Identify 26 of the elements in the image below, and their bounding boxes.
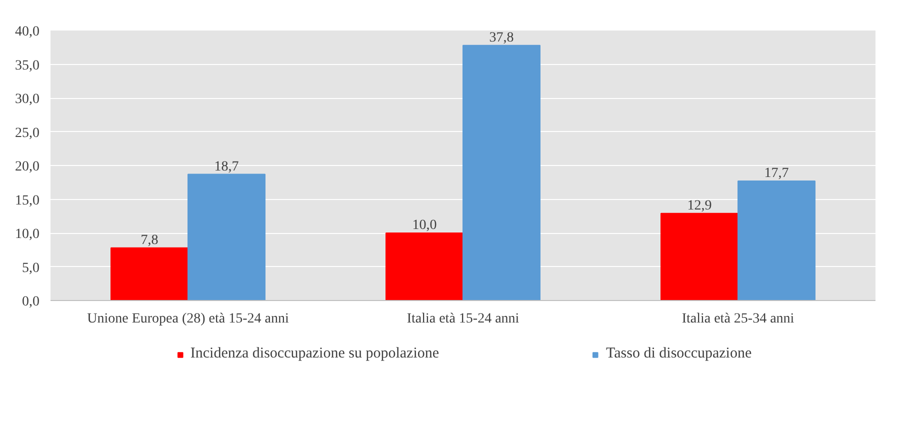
x-tick-label: Unione Europea (28) età 15-24 anni bbox=[87, 312, 289, 326]
y-tick-label: 40,0 bbox=[15, 24, 40, 40]
bar bbox=[110, 247, 188, 300]
bar bbox=[738, 180, 816, 300]
y-tick-label: 0,0 bbox=[22, 294, 40, 310]
bar bbox=[386, 232, 464, 300]
legend-label: Incidenza disoccupazione su popolazione bbox=[190, 346, 440, 362]
data-label: 18,7 bbox=[214, 159, 239, 174]
data-label: 17,7 bbox=[764, 166, 789, 182]
y-tick-label: 5,0 bbox=[22, 260, 40, 276]
data-label: 37,8 bbox=[489, 30, 514, 46]
y-tick-label: 30,0 bbox=[15, 92, 40, 107]
data-label: 12,9 bbox=[687, 198, 712, 214]
x-tick-label: Italia età 15-24 anni bbox=[406, 312, 520, 326]
data-label: 10,0 bbox=[412, 218, 437, 233]
data-label: 7,8 bbox=[140, 232, 158, 248]
bar bbox=[660, 212, 738, 300]
y-tick-label: 10,0 bbox=[15, 227, 40, 242]
y-tick-label: 25,0 bbox=[15, 126, 40, 141]
bar bbox=[462, 44, 540, 300]
x-tick-label: Italia età 25-34 anni bbox=[682, 312, 794, 326]
legend-label: Tasso di disoccupazione bbox=[606, 346, 752, 362]
y-tick-label: 35,0 bbox=[15, 58, 40, 74]
bar bbox=[188, 174, 266, 300]
y-tick-label: 20,0 bbox=[15, 160, 40, 174]
y-tick-label: 15,0 bbox=[15, 193, 40, 208]
